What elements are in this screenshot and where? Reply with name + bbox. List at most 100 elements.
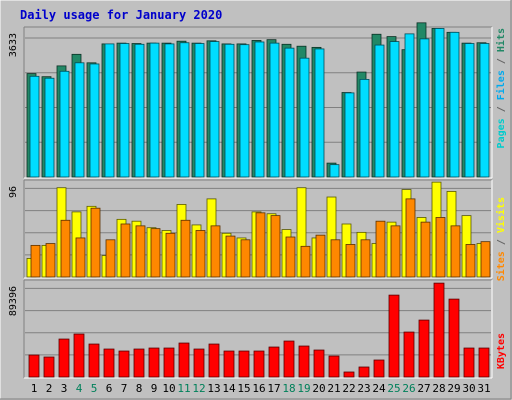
hits-bar-files: [59, 70, 70, 178]
hits-bar-files: [374, 44, 385, 178]
visits-bar-sites: [315, 234, 326, 278]
kbytes-bar-kbytes: [343, 371, 355, 378]
day-label: 16: [252, 382, 265, 395]
hits-bar-files: [194, 43, 205, 178]
day-label: 7: [121, 382, 128, 395]
hits-panel: 3633 Pages / Files / Hits: [8, 22, 507, 179]
visits-bar-sites: [120, 223, 131, 278]
kbytes-bar-kbytes: [103, 348, 115, 378]
visits-bar-sites: [60, 219, 71, 278]
day-label: 9: [151, 382, 158, 395]
day-label: 17: [267, 382, 280, 395]
hits-bar-files: [404, 33, 415, 178]
day-label: 20: [312, 382, 325, 395]
day-label: 3: [61, 382, 68, 395]
kbytes-bar-kbytes: [148, 347, 160, 378]
hits-bar-files: [284, 47, 295, 178]
hits-bar-files: [164, 43, 175, 178]
visits-bar-sites: [420, 221, 431, 278]
hits-bar-files: [224, 43, 235, 178]
hits-bar-files: [104, 43, 115, 178]
visits-bar-sites: [135, 225, 146, 278]
hits-bar-files: [89, 63, 100, 178]
visits-bar-sites: [390, 225, 401, 278]
visits-bar-sites: [195, 230, 206, 278]
kbytes-bar-kbytes: [373, 359, 385, 378]
kbytes-bar-kbytes: [208, 343, 220, 378]
visits-bar-sites: [300, 245, 311, 278]
hits-bar-files: [389, 41, 400, 178]
day-label: 2: [46, 382, 53, 395]
kbytes-bar-kbytes: [268, 346, 280, 378]
hits-legend-entry: /: [496, 100, 507, 118]
kbytes-legend: KBytes: [496, 333, 507, 369]
kbytes-bar-kbytes: [43, 356, 55, 378]
hits-bar-files: [209, 41, 220, 178]
hits-bar-files: [269, 42, 280, 178]
hits-max-label: 3633: [8, 33, 19, 57]
hits-legend-entry: /: [496, 52, 507, 70]
visits-bar-sites: [225, 235, 236, 278]
hits-legend: Pages / Files / Hits: [495, 28, 507, 148]
hits-bar-files: [419, 38, 430, 178]
visits-bar-sites: [480, 241, 491, 278]
visits-bar-sites: [165, 232, 176, 278]
hits-bar-files: [149, 42, 160, 178]
hits-bar-files: [239, 44, 250, 178]
visits-max-label: 96: [8, 186, 19, 198]
day-label: 24: [372, 382, 386, 395]
day-label: 14: [222, 382, 236, 395]
visits-legend-entry: /: [496, 233, 507, 251]
visits-bar-sites: [240, 239, 251, 278]
visits-bar-sites: [450, 225, 461, 278]
visits-panel: 96 Sites / Visits: [8, 179, 507, 281]
hits-bar-files: [464, 43, 475, 178]
kbytes-bar-kbytes: [238, 350, 250, 378]
hits-legend-entry: Pages: [496, 118, 507, 148]
visits-bar-sites: [435, 217, 446, 278]
hits-bar-files: [179, 42, 190, 178]
visits-bar-sites: [405, 198, 416, 278]
day-label: 10: [162, 382, 175, 395]
kbytes-bar-kbytes: [388, 294, 400, 378]
visits-bar-sites: [330, 239, 341, 278]
day-label: 22: [342, 382, 355, 395]
visits-bar-sites: [90, 207, 101, 278]
kbytes-bar-kbytes: [163, 347, 175, 378]
kbytes-bar-kbytes: [88, 343, 100, 378]
kbytes-bar-kbytes: [118, 350, 130, 378]
day-label: 1: [31, 382, 38, 395]
day-label: 23: [357, 382, 370, 395]
day-label: 19: [297, 382, 310, 395]
kbytes-bar-kbytes: [313, 349, 325, 378]
kbytes-bar-kbytes: [433, 282, 445, 378]
visits-bar-sites: [75, 237, 86, 278]
day-label: 30: [462, 382, 475, 395]
kbytes-bar-kbytes: [193, 348, 205, 378]
hits-legend-entry: Hits: [495, 28, 507, 52]
visits-bar-sites: [105, 239, 116, 278]
day-label: 8: [136, 382, 143, 395]
visits-bar-sites: [210, 225, 221, 278]
hits-bar-files: [329, 164, 340, 178]
hits-bar-files: [359, 78, 370, 178]
hits-bar-files: [29, 75, 40, 178]
hits-bar-files: [344, 92, 355, 178]
day-labels: 1 2 3 4 5 6 7 8 9 10 11 12 13 14 15 16 17 18 19 20 21 22 23 24 2…: [31, 382, 491, 395]
hits-bar-files: [449, 31, 460, 178]
visits-legend-entry: Sites: [495, 251, 507, 281]
visits-bar-sites: [150, 228, 161, 278]
visits-bar-sites: [360, 239, 371, 278]
day-label: 13: [207, 382, 220, 395]
hits-bar-files: [74, 62, 85, 178]
day-label: 26: [402, 382, 415, 395]
kbytes-bar-kbytes: [133, 348, 145, 378]
kbytes-bar-kbytes: [223, 350, 235, 378]
day-label: 15: [237, 382, 250, 395]
kbytes-bar-kbytes: [178, 342, 190, 378]
visits-legend: Sites / Visits: [495, 197, 507, 281]
hits-bar-files: [299, 57, 310, 178]
visits-bar-sites: [285, 236, 296, 278]
visits-bar-sites: [45, 243, 56, 278]
day-label: 27: [417, 382, 430, 395]
